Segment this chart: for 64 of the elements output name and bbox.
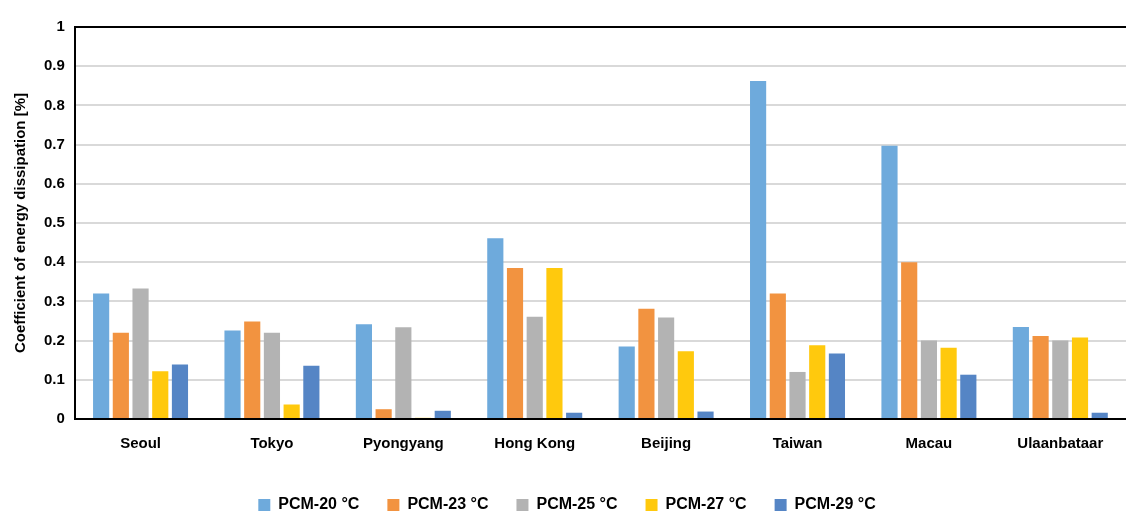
x-tick-label: Macau — [905, 434, 953, 452]
bar — [881, 145, 898, 418]
bar — [1052, 340, 1069, 418]
y-tick-label: 0.3 — [43, 291, 65, 309]
bar — [697, 411, 714, 418]
bar — [828, 353, 846, 418]
bar — [1032, 335, 1049, 418]
y-tick-label: 0.8 — [43, 95, 65, 113]
y-tick-label: 0.4 — [43, 252, 66, 270]
bar — [375, 409, 392, 418]
bar — [303, 365, 320, 418]
bar — [263, 332, 281, 418]
bar — [638, 308, 655, 418]
bar — [152, 371, 169, 418]
legend-label: PCM-20 °C — [278, 495, 360, 513]
bar — [487, 238, 504, 418]
bar — [283, 404, 300, 418]
y-tick-label: 0 — [56, 409, 65, 427]
y-tick-label: 0.6 — [43, 173, 65, 191]
legend-label: PCM-23 °C — [407, 495, 489, 513]
bar — [618, 346, 635, 418]
bar — [789, 371, 806, 418]
y-tick-label: 0.7 — [43, 134, 65, 152]
bar — [677, 351, 694, 418]
x-tick-label: Tokyo — [250, 434, 294, 452]
bar — [940, 347, 957, 418]
bar — [355, 324, 372, 418]
y-tick-label: 0.5 — [43, 213, 65, 231]
bar — [1012, 326, 1029, 418]
bar — [506, 268, 524, 418]
y-tick-label: 0.9 — [43, 56, 65, 74]
bar — [566, 412, 583, 418]
bar — [526, 316, 543, 418]
bar — [1071, 337, 1089, 418]
bar — [920, 340, 937, 418]
x-tick-label: Ulaanbataar — [1017, 434, 1104, 452]
bar — [750, 81, 767, 418]
legend-label: PCM-27 °C — [665, 495, 748, 513]
bar — [395, 327, 412, 418]
y-tick-label: 0.2 — [43, 330, 65, 348]
bar — [546, 268, 563, 418]
x-tick-label: Hong Kong — [494, 434, 576, 452]
bar — [809, 345, 826, 418]
bar — [960, 374, 977, 418]
x-tick-label: Pyongyang — [362, 434, 444, 452]
bar — [171, 364, 189, 418]
bar — [901, 262, 918, 418]
y-axis-title: Coefficient of energy dissipation [%] — [11, 92, 29, 354]
bar — [434, 410, 451, 418]
bar — [658, 317, 675, 418]
bar — [112, 332, 129, 418]
x-tick-label: Taiwan — [772, 434, 823, 452]
bar — [1091, 412, 1108, 418]
bar — [132, 288, 149, 418]
bar — [769, 293, 786, 418]
legend-label: PCM-29 °C — [794, 495, 877, 513]
bar — [224, 330, 241, 418]
x-tick-label: Beijing — [641, 434, 692, 452]
x-tick-label: Seoul — [120, 434, 161, 452]
y-tick-label: 0.1 — [43, 369, 65, 387]
bar — [244, 321, 261, 418]
bar — [93, 293, 110, 418]
y-tick-label: 1 — [56, 17, 65, 35]
legend-label: PCM-25 °C — [536, 495, 618, 513]
